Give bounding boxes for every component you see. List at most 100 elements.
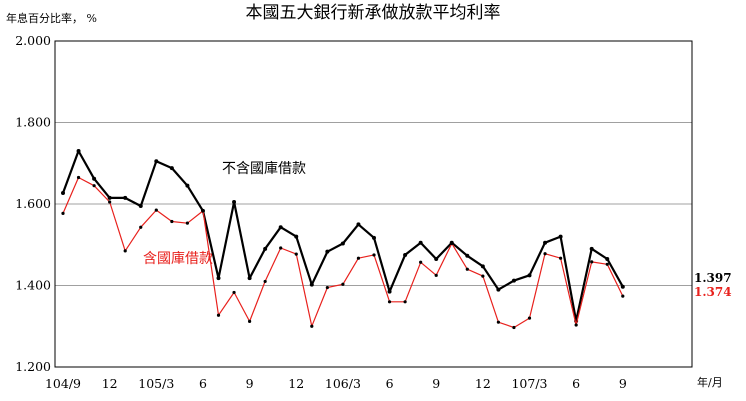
series-line — [61, 149, 624, 323]
data-point — [61, 190, 65, 195]
data-point — [465, 267, 469, 271]
x-tick-label: 6 — [572, 376, 580, 391]
data-point — [92, 176, 97, 181]
data-point — [465, 253, 470, 258]
data-point — [450, 241, 454, 246]
data-point — [232, 290, 236, 295]
data-point — [480, 264, 485, 269]
data-point — [325, 249, 330, 254]
x-tick-label: 107/3 — [511, 376, 547, 391]
data-point — [434, 257, 439, 262]
data-point — [543, 240, 548, 245]
data-point — [356, 256, 361, 260]
data-point — [340, 241, 345, 246]
data-point — [511, 278, 516, 283]
data-point — [76, 149, 81, 154]
x-tick-label: 12 — [288, 376, 304, 391]
data-point — [496, 320, 500, 324]
data-point — [248, 319, 252, 323]
data-point — [309, 282, 314, 287]
data-point — [232, 199, 237, 204]
plot-area: 1.200 1.400 1.600 1.800 2.000 104/9 12 105/3 6 9 1… — [15, 33, 693, 391]
y-tick-label: 1.200 — [15, 359, 51, 374]
data-point — [139, 225, 143, 229]
data-point — [559, 256, 563, 260]
data-point — [387, 300, 392, 304]
data-point — [247, 276, 252, 281]
data-point — [216, 313, 221, 317]
y-tick-label: 1.600 — [15, 196, 51, 211]
x-tick-label: 6 — [386, 376, 394, 391]
data-point — [558, 234, 563, 239]
data-point — [185, 221, 189, 225]
data-point — [372, 235, 376, 240]
data-point — [341, 282, 345, 286]
data-point — [418, 240, 423, 245]
end-label-excluding-treasury: 1.397 — [694, 271, 732, 285]
series-label-including-treasury: 含國庫借款 — [143, 250, 213, 267]
data-point — [589, 246, 594, 251]
x-tick-label: 104/9 — [45, 376, 81, 391]
data-point — [574, 323, 578, 327]
data-point — [294, 234, 299, 239]
series-label-excluding-treasury: 不含國庫借款 — [222, 160, 306, 177]
x-tick-label: 6 — [199, 376, 207, 391]
data-point — [138, 204, 143, 209]
data-point — [590, 260, 594, 264]
data-point — [123, 249, 127, 253]
data-point — [263, 279, 267, 284]
data-point — [61, 211, 65, 215]
data-point — [123, 195, 128, 200]
x-tick-label: 9 — [246, 376, 254, 391]
y-tick-label: 1.800 — [15, 115, 51, 130]
data-point — [310, 324, 314, 328]
x-tick-label: 9 — [619, 376, 627, 391]
data-point — [76, 175, 81, 180]
end-label-including-treasury: 1.374 — [694, 285, 732, 299]
data-point — [372, 253, 376, 257]
x-tick-label: 105/3 — [138, 376, 174, 391]
data-point — [496, 287, 501, 292]
data-point — [620, 284, 625, 289]
chart-title: 本國五大銀行新承做放款平均利率 — [246, 3, 501, 23]
data-point — [605, 257, 610, 262]
data-point — [356, 222, 361, 227]
data-point — [527, 316, 532, 320]
data-point — [170, 219, 174, 224]
data-point — [154, 159, 159, 164]
data-point — [543, 252, 547, 256]
data-point — [279, 246, 283, 250]
x-tick-label: 106/3 — [325, 376, 361, 391]
data-point — [107, 195, 112, 200]
data-point — [201, 209, 205, 213]
data-point — [605, 262, 609, 266]
x-tick-label: 9 — [432, 376, 440, 391]
plot-frame — [54, 40, 693, 368]
y-tick-label: 1.400 — [15, 278, 51, 293]
data-point — [621, 294, 625, 298]
data-point — [434, 273, 438, 277]
data-point — [481, 274, 485, 278]
data-point — [403, 252, 408, 257]
data-point — [169, 166, 174, 171]
data-point — [278, 225, 283, 230]
data-point — [325, 285, 329, 290]
data-point — [92, 184, 96, 188]
data-point — [527, 273, 532, 278]
x-axis-label: 年/月 — [697, 375, 723, 389]
data-point — [216, 276, 221, 281]
y-tick-label: 2.000 — [15, 33, 51, 48]
x-tick-label: 12 — [475, 376, 491, 391]
data-point — [403, 300, 407, 304]
data-point — [387, 289, 392, 294]
y-axis-label: 年息百分比率， % — [6, 11, 97, 25]
data-point — [294, 252, 298, 256]
data-point — [263, 246, 268, 251]
data-point — [185, 183, 190, 188]
data-point — [419, 260, 423, 264]
data-point — [512, 325, 516, 330]
x-tick-label: 12 — [102, 376, 118, 391]
data-point — [154, 208, 158, 212]
data-point — [108, 200, 112, 204]
